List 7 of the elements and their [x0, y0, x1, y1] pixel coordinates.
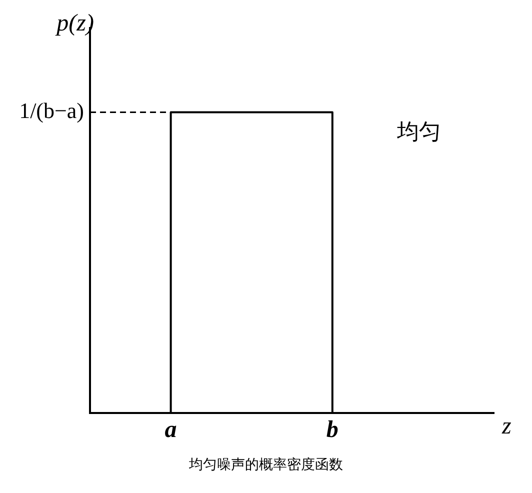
- x-tick-label: a: [164, 416, 177, 443]
- ref-line-label: 1/(b−a): [19, 98, 84, 124]
- y-axis-title: p(z): [54, 10, 94, 36]
- x-axis-title: z: [501, 414, 512, 440]
- annotation: 均匀: [396, 120, 442, 146]
- text: 均匀噪声的概率密度函数: [188, 456, 344, 474]
- x-tick-label: b: [326, 416, 338, 443]
